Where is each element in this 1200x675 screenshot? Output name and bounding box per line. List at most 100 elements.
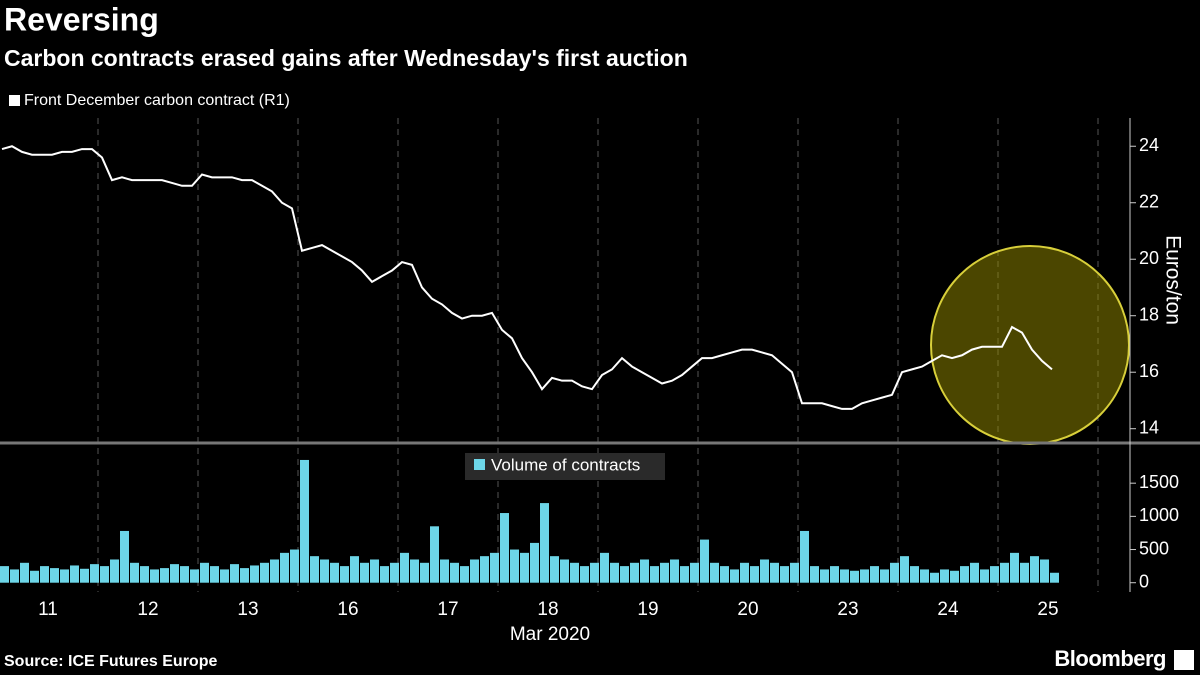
x-tick-label: 16 — [337, 599, 358, 620]
volume-bar — [830, 566, 839, 583]
volume-bar — [40, 566, 49, 583]
volume-bar — [180, 566, 189, 583]
volume-bar — [730, 569, 739, 583]
volume-bar — [1020, 562, 1029, 583]
volume-bar — [190, 569, 199, 583]
volume-bar — [240, 568, 249, 583]
volume-bar — [800, 530, 809, 583]
volume-bar — [760, 559, 769, 583]
volume-bar — [870, 566, 879, 583]
volume-bar — [860, 569, 869, 583]
volume-bar — [380, 566, 389, 583]
brand-icon — [1174, 650, 1194, 670]
volume-bar — [20, 562, 29, 583]
volume-bar — [990, 566, 999, 583]
y-tick-label: 0 — [1139, 571, 1149, 591]
volume-bar — [820, 569, 829, 583]
y-axis-title: Euros/ton — [1161, 235, 1184, 325]
volume-bar — [580, 566, 589, 583]
volume-bar — [210, 566, 219, 583]
volume-bar — [440, 559, 449, 583]
volume-bar — [630, 562, 639, 583]
volume-bar — [980, 569, 989, 583]
volume-bar — [110, 559, 119, 583]
volume-bar — [680, 566, 689, 583]
y-tick-label: 22 — [1139, 191, 1159, 211]
volume-bar — [810, 566, 819, 583]
x-axis-title: Mar 2020 — [510, 624, 590, 645]
volume-bar — [920, 569, 929, 583]
volume-bar — [740, 562, 749, 583]
volume-bar — [460, 566, 469, 583]
volume-bar — [340, 566, 349, 583]
y-tick-label: 18 — [1139, 304, 1159, 324]
volume-bar — [120, 530, 129, 583]
volume-bar — [970, 562, 979, 583]
volume-bar — [100, 566, 109, 583]
volume-bar — [0, 566, 9, 583]
volume-bar — [480, 556, 489, 583]
volume-bar — [390, 562, 399, 583]
volume-bar — [930, 572, 939, 583]
volume-bar — [720, 566, 729, 583]
volume-bar — [370, 559, 379, 583]
volume-bar — [540, 503, 549, 583]
legend-swatch — [474, 459, 485, 470]
volume-bar — [140, 566, 149, 583]
volume-bar — [1030, 556, 1039, 583]
chart-title: Reversing — [4, 1, 159, 37]
volume-bar — [710, 562, 719, 583]
volume-bar — [470, 559, 479, 583]
volume-bar — [200, 562, 209, 583]
y-tick-label: 16 — [1139, 361, 1159, 381]
volume-bar — [550, 556, 559, 583]
volume-bar — [410, 559, 419, 583]
volume-bar — [90, 564, 99, 583]
volume-bar — [1050, 572, 1059, 583]
volume-bar — [660, 562, 669, 583]
brand: Bloomberg — [1054, 646, 1166, 671]
volume-bar — [620, 566, 629, 583]
volume-bar — [690, 562, 699, 583]
y-tick-label: 14 — [1139, 417, 1159, 437]
volume-bar — [650, 566, 659, 583]
volume-bar — [880, 569, 889, 583]
volume-bar — [400, 552, 409, 583]
volume-bar — [910, 566, 919, 583]
volume-bar — [700, 539, 709, 583]
volume-bar — [60, 569, 69, 583]
volume-bar — [80, 568, 89, 583]
volume-bar — [600, 552, 609, 583]
volume-bar — [670, 559, 679, 583]
volume-bar — [160, 568, 169, 583]
x-tick-label: 19 — [637, 599, 658, 620]
volume-bar — [950, 570, 959, 583]
volume-bar — [560, 559, 569, 583]
volume-bar — [250, 565, 259, 583]
volume-bar — [510, 549, 519, 583]
volume-bar — [270, 559, 279, 583]
volume-bar — [770, 562, 779, 583]
source: Source: ICE Futures Europe — [4, 653, 217, 670]
volume-bar — [260, 562, 269, 583]
volume-bar — [640, 559, 649, 583]
legend-swatch — [9, 95, 20, 106]
volume-bar — [790, 562, 799, 583]
volume-bar — [1040, 559, 1049, 583]
volume-bar — [420, 562, 429, 583]
volume-bar — [530, 542, 539, 583]
volume-bar — [590, 562, 599, 583]
volume-bar — [490, 552, 499, 583]
volume-bar — [70, 565, 79, 583]
x-tick-label: 24 — [937, 599, 959, 620]
y-tick-label: 1500 — [1139, 472, 1179, 492]
volume-bar — [960, 566, 969, 583]
y-tick-label: 20 — [1139, 248, 1159, 268]
x-tick-label: 23 — [837, 599, 858, 620]
y-tick-label: 24 — [1139, 135, 1159, 155]
x-tick-label: 11 — [38, 599, 58, 620]
volume-bar — [170, 564, 179, 583]
volume-bar — [360, 562, 369, 583]
volume-bar — [1010, 552, 1019, 583]
